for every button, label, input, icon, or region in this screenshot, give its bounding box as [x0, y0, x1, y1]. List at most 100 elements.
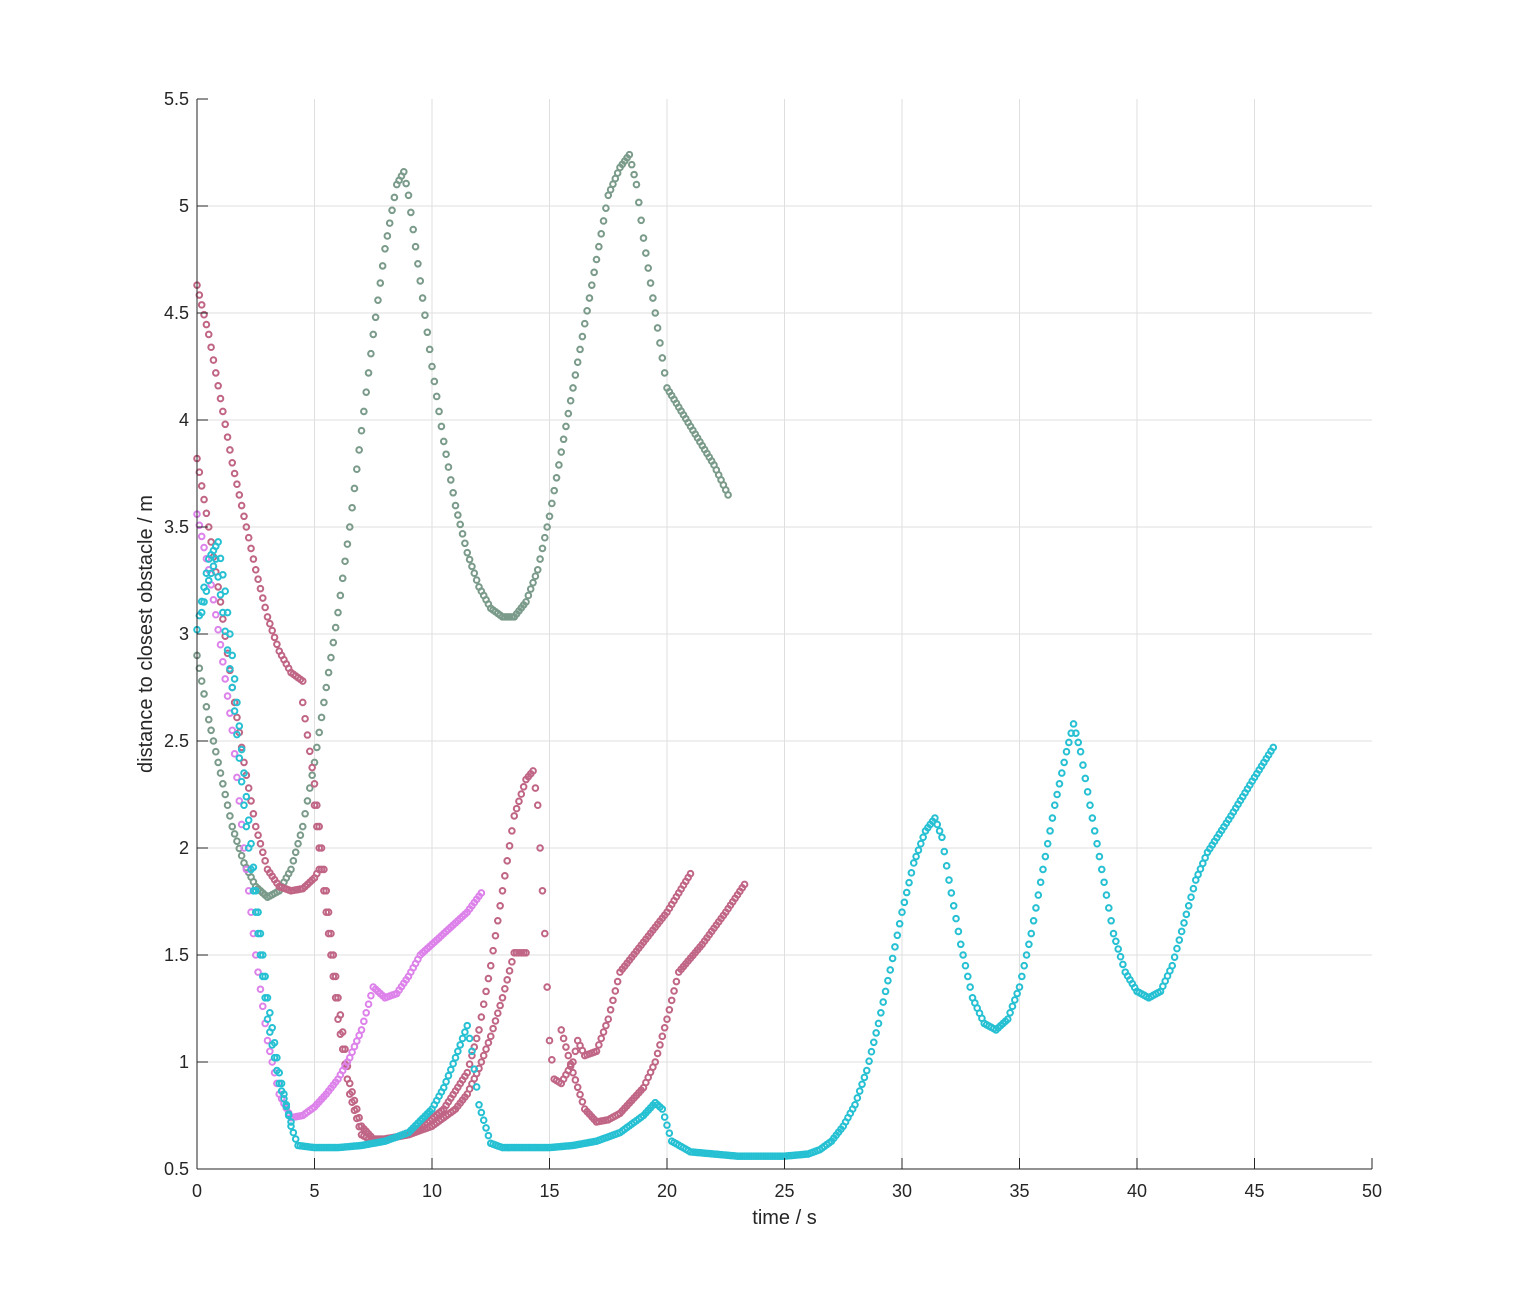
series-9: [197, 555, 295, 1126]
data-point: [578, 332, 587, 341]
data-point: [207, 343, 215, 352]
data-point: [508, 827, 516, 835]
data-point: [214, 381, 222, 390]
data-point: [573, 358, 582, 367]
data-point: [381, 245, 389, 253]
data-point: [369, 330, 378, 339]
data-point: [482, 1045, 490, 1053]
data-point: [266, 1047, 274, 1056]
data-point: [228, 822, 237, 831]
data-point: [233, 713, 241, 722]
data-point: [226, 446, 234, 454]
data-point: [451, 501, 460, 510]
data-point: [489, 946, 497, 955]
data-point: [444, 1071, 453, 1080]
data-point: [566, 1060, 575, 1068]
data-point: [376, 279, 385, 287]
data-point: [313, 743, 321, 752]
data-point: [491, 1017, 500, 1025]
data-point: [522, 949, 530, 957]
data-point: [324, 668, 333, 677]
data-point: [571, 1047, 580, 1056]
data-point: [484, 974, 493, 983]
data-point: [418, 294, 427, 302]
data-point: [479, 1116, 488, 1125]
data-point: [240, 769, 248, 777]
data-point: [592, 1047, 601, 1056]
data-point: [543, 983, 551, 991]
data-point: [472, 576, 481, 584]
data-point: [334, 608, 342, 617]
data-point: [585, 294, 594, 302]
data-point: [329, 972, 338, 981]
data-point: [320, 698, 328, 707]
x-tick-label: 45: [1244, 1181, 1264, 1201]
data-point: [310, 801, 319, 810]
data-point: [1027, 929, 1036, 938]
data-point: [940, 847, 949, 856]
data-point: [261, 994, 269, 1002]
data-point: [463, 1068, 472, 1077]
data-point: [597, 1034, 606, 1043]
data-point: [247, 544, 255, 553]
data-point: [613, 977, 622, 986]
data-point: [219, 780, 227, 788]
data-point: [317, 865, 326, 874]
data-point: [301, 809, 309, 818]
data-point: [216, 769, 225, 777]
data-point: [465, 1060, 474, 1068]
data-point: [197, 301, 206, 309]
data-point: [583, 307, 591, 315]
data-point: [465, 555, 474, 564]
data-point: [529, 767, 537, 775]
data-point: [665, 1129, 674, 1137]
data-point: [423, 328, 432, 337]
data-point: [907, 869, 916, 877]
data-point: [632, 180, 641, 189]
data-point: [1097, 865, 1106, 874]
data-point: [1109, 929, 1118, 938]
data-point: [494, 1009, 502, 1018]
data-point: [486, 1032, 495, 1041]
data-point: [902, 888, 911, 897]
data-point: [214, 758, 222, 767]
data-point: [670, 987, 678, 995]
data-point: [289, 857, 298, 865]
data-point: [209, 737, 218, 745]
data-point: [533, 801, 542, 810]
data-point: [526, 585, 535, 593]
data-point: [223, 433, 232, 441]
data-point: [550, 486, 559, 495]
data-point: [642, 249, 650, 257]
data-point: [209, 356, 218, 364]
data-point: [1116, 952, 1125, 961]
data-point: [353, 465, 361, 474]
data-point: [266, 1028, 274, 1036]
data-point: [254, 575, 262, 584]
data-point: [656, 339, 664, 347]
data-point: [602, 204, 610, 212]
data-point: [658, 1105, 667, 1113]
data-point: [261, 603, 269, 612]
series-8: [193, 538, 1278, 1160]
data-point: [371, 313, 380, 322]
data-point: [216, 590, 225, 599]
data-point: [917, 839, 925, 848]
data-point: [320, 887, 328, 895]
data-point: [484, 1038, 493, 1047]
data-point: [470, 1065, 479, 1073]
data-point: [660, 1023, 669, 1032]
data-point: [301, 714, 309, 723]
data-point: [306, 747, 314, 756]
data-point: [477, 1058, 486, 1066]
data-point: [383, 232, 392, 240]
data-point: [367, 991, 375, 1000]
data-point: [1043, 839, 1052, 848]
data-point: [562, 1043, 570, 1051]
data-point: [576, 1090, 584, 1099]
data-point: [874, 1019, 883, 1028]
data-point: [672, 977, 681, 986]
data-point: [209, 595, 218, 604]
data-point: [686, 869, 695, 878]
data-point: [251, 566, 260, 574]
